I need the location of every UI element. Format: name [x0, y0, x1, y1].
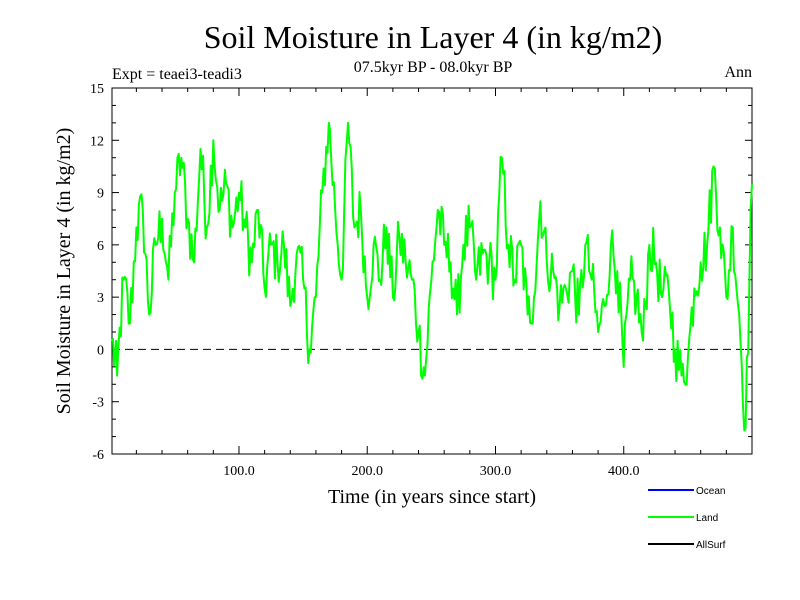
y-tick-label: -3: [92, 396, 104, 411]
legend-label-allsurf: AllSurf: [696, 540, 726, 551]
plot-frame: [111, 87, 753, 455]
legend-label-ocean: Ocean: [696, 486, 725, 497]
y-tick-label: 9: [97, 187, 104, 202]
x-tick-label: 100.0: [223, 464, 255, 479]
x-tick-label: 200.0: [351, 464, 383, 479]
series-line-land: [111, 121, 753, 432]
y-tick-label: 3: [97, 291, 104, 306]
y-tick-label: 15: [90, 82, 104, 97]
x-tick-label: 400.0: [608, 464, 640, 479]
season-label: Ann: [724, 64, 752, 81]
y-tick-label: 6: [97, 239, 104, 254]
y-tick-label: 0: [97, 343, 104, 358]
chart-title: Soil Moisture in Layer 4 (in kg/m2): [204, 19, 663, 55]
legend-label-land: Land: [696, 513, 718, 524]
legend: Ocean Land AllSurf: [648, 486, 726, 551]
plot-area: -6 -3 0 3 6 9 12 15 100.0 200.0 300.0 400.0: [90, 82, 753, 479]
y-axis-label: Soil Moisture in Layer 4 (in kg/m2): [53, 128, 75, 415]
x-axis-label: Time (in years since start): [328, 486, 536, 508]
chart-subtitle: 07.5kyr BP - 08.0kyr BP: [354, 59, 513, 76]
y-tick-label: -6: [92, 448, 104, 463]
x-tick-label: 300.0: [480, 464, 512, 479]
y-tick-label: 12: [90, 134, 104, 149]
experiment-label: Expt = teaei3-teadi3: [112, 66, 242, 83]
